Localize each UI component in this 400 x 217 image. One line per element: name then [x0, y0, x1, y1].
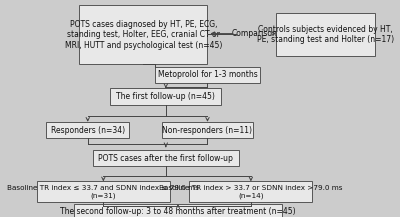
- Text: Controls subjects evidenced by HT,
PE, standing test and Holter (n=17): Controls subjects evidenced by HT, PE, s…: [257, 25, 394, 44]
- FancyBboxPatch shape: [79, 5, 208, 64]
- Text: Basoline TR index ≤ 33.7 and SDNN index ≤ 79.0 ms
(n=31): Basoline TR index ≤ 33.7 and SDNN index …: [8, 185, 199, 199]
- FancyBboxPatch shape: [276, 13, 375, 56]
- FancyBboxPatch shape: [189, 181, 312, 202]
- Text: The first follow-up (n=45): The first follow-up (n=45): [116, 92, 215, 101]
- Text: Responders (n=34): Responders (n=34): [51, 125, 125, 135]
- Text: Metoprolol for 1-3 months: Metoprolol for 1-3 months: [158, 70, 257, 79]
- FancyBboxPatch shape: [93, 150, 239, 166]
- Text: Basoline TR index > 33.7 or SDNN index >79.0 ms
(n=14): Basoline TR index > 33.7 or SDNN index >…: [159, 185, 343, 199]
- FancyBboxPatch shape: [110, 88, 221, 105]
- Text: Non-responders (n=11): Non-responders (n=11): [162, 125, 252, 135]
- FancyBboxPatch shape: [162, 122, 253, 138]
- FancyBboxPatch shape: [74, 204, 282, 217]
- FancyBboxPatch shape: [156, 67, 260, 83]
- FancyBboxPatch shape: [46, 122, 129, 138]
- Text: Comparison: Comparison: [232, 29, 278, 38]
- Text: The second follow-up: 3 to 48 months after treatment (n=45): The second follow-up: 3 to 48 months aft…: [60, 207, 296, 216]
- Text: POTS cases after the first follow-up: POTS cases after the first follow-up: [98, 154, 233, 163]
- Text: POTS cases diagnosed by HT, PE, ECG,
standing test, Holter, EEG, cranial CT or
M: POTS cases diagnosed by HT, PE, ECG, sta…: [64, 20, 222, 49]
- FancyBboxPatch shape: [36, 181, 170, 202]
